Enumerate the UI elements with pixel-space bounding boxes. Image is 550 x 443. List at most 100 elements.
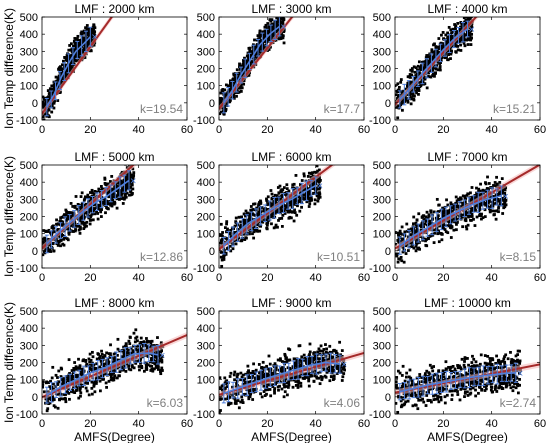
scatter-point <box>294 174 298 177</box>
scatter-point <box>438 65 442 68</box>
scatter-point <box>318 191 321 195</box>
scatter-point <box>301 196 305 200</box>
scatter-point <box>500 189 504 193</box>
y-tick-label: 500 <box>197 12 215 24</box>
scatter-point <box>44 240 48 243</box>
fit-line <box>219 165 334 251</box>
scatter-point <box>317 180 321 184</box>
scatter-point <box>152 361 155 364</box>
scatter-point <box>437 37 441 40</box>
scatter-point <box>258 201 261 205</box>
scatter-point <box>48 385 52 389</box>
scatter-point <box>412 215 416 219</box>
scatter-point <box>253 202 257 206</box>
scatter-point <box>95 367 99 370</box>
scatter-point <box>56 99 60 102</box>
scatter-point <box>91 191 94 195</box>
scatter-point <box>434 71 437 75</box>
scatter-point <box>77 51 81 54</box>
scatter-point <box>93 390 97 394</box>
scatter-point <box>67 211 71 214</box>
y-tick-label: 100 <box>20 229 38 241</box>
scatter-point <box>395 231 397 234</box>
scatter-point <box>285 193 288 197</box>
scatter-point <box>424 56 428 60</box>
scatter-point <box>262 36 266 40</box>
scatter-point <box>469 43 473 46</box>
scatter-point <box>134 347 138 351</box>
scatter-point <box>71 66 75 70</box>
scatter-point <box>123 344 127 348</box>
scatter-point <box>87 357 91 361</box>
scatter-point <box>54 75 58 79</box>
scatter-point <box>424 219 428 223</box>
scatter-point <box>106 361 110 365</box>
scatter-point <box>72 58 76 62</box>
y-axis-label: Ion Temp difference(K) <box>2 8 16 129</box>
scatter-point <box>287 201 291 204</box>
scatter-point <box>113 374 117 378</box>
scatter-point <box>101 355 105 359</box>
scatter-point <box>55 228 59 232</box>
x-tick-label: 60 <box>534 124 546 136</box>
x-tick-label: 20 <box>437 124 449 136</box>
scatter-point <box>315 178 318 182</box>
scatter-point <box>54 373 58 377</box>
panel-title: LMF : 5000 km <box>74 150 154 164</box>
scatter-point <box>265 203 269 207</box>
scatter-point <box>425 210 429 214</box>
scatter-point <box>398 257 402 261</box>
scatter-point <box>254 55 258 59</box>
scatter-point <box>249 205 253 208</box>
scatter-point <box>110 200 114 204</box>
scatter-point <box>502 202 506 206</box>
scatter-point <box>267 25 271 28</box>
scatter-point <box>315 186 319 190</box>
scatter-point <box>221 231 224 234</box>
scatter-point <box>277 219 280 222</box>
scatter-point <box>475 186 478 190</box>
y-tick-label: 200 <box>20 212 38 224</box>
scatter-point <box>97 208 101 211</box>
scatter-point <box>56 392 60 396</box>
scatter-point <box>67 373 71 377</box>
scatter-point <box>431 50 435 54</box>
scatter-point <box>118 349 122 353</box>
scatter-point <box>459 21 463 24</box>
scatter-point <box>309 195 313 199</box>
scatter-point <box>270 192 274 196</box>
scatter-point <box>88 352 92 356</box>
scatter-point <box>219 112 222 116</box>
scatter-point <box>234 216 238 220</box>
scatter-point <box>59 216 63 220</box>
scatter-point <box>59 219 62 223</box>
scatter-point <box>121 187 124 191</box>
scatter-point <box>437 47 441 51</box>
scatter-point <box>462 22 465 26</box>
scatter-point <box>131 174 135 178</box>
scatter-point <box>59 375 63 378</box>
scatter-point <box>83 38 87 42</box>
scatter-point <box>146 363 150 367</box>
scatter-point <box>97 205 101 209</box>
scatter-point <box>499 202 503 205</box>
scatter-point <box>470 209 474 213</box>
scatter-point <box>70 390 73 393</box>
scatter-point <box>473 203 477 207</box>
scatter-point <box>62 59 65 63</box>
x-tick-label: 20 <box>261 272 273 284</box>
scatter-point <box>435 64 438 68</box>
scatter-point <box>401 250 405 254</box>
scatter-point <box>240 237 244 241</box>
scatter-point <box>123 196 127 200</box>
scatter-point <box>264 208 268 212</box>
scatter-point <box>263 34 267 37</box>
x-tick-label: 0 <box>392 124 398 136</box>
scatter-point <box>95 210 99 214</box>
scatter-point <box>90 350 94 354</box>
scatter-point <box>466 37 470 41</box>
scatter-point <box>463 195 467 198</box>
scatter-point <box>266 22 270 25</box>
scatter-point <box>294 198 298 201</box>
scatter-point <box>117 191 121 195</box>
